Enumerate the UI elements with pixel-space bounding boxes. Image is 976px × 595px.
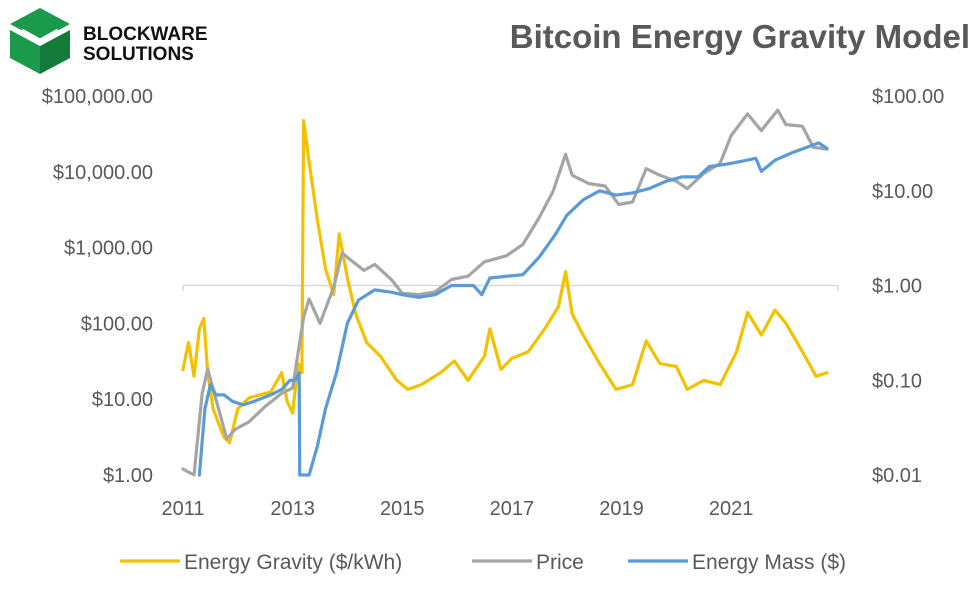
legend-label: Price bbox=[536, 551, 584, 574]
series-line-0 bbox=[181, 119, 829, 445]
left-tick-label: $100.00 bbox=[81, 313, 153, 335]
right-axis: $100.00 $10.00 $1.00 $0.10 $0.01 bbox=[872, 86, 944, 487]
left-tick-label: $1.00 bbox=[103, 465, 153, 487]
chart-title: Bitcoin Energy Gravity Model bbox=[510, 18, 970, 55]
left-tick-label: $1,000.00 bbox=[64, 238, 153, 260]
left-tick-label: $100,000.00 bbox=[42, 86, 153, 108]
logo-notch-icon bbox=[21, 28, 59, 42]
x-axis: 2011 2013 2015 2017 2019 2021 bbox=[161, 285, 839, 520]
legend-label: Energy Mass ($) bbox=[692, 551, 846, 574]
logo-right-icon bbox=[40, 30, 70, 74]
blockware-logo: BLOCKWARE SOLUTIONS bbox=[10, 8, 208, 74]
logo-mark-icon bbox=[10, 8, 70, 74]
x-tick-label: 2021 bbox=[709, 498, 754, 520]
right-tick-label: $10.00 bbox=[872, 181, 933, 203]
left-tick-label: $10.00 bbox=[92, 389, 153, 411]
series-line-2 bbox=[197, 141, 829, 477]
left-tick-label: $10,000.00 bbox=[53, 162, 153, 184]
x-tick-label: 2017 bbox=[490, 498, 535, 520]
right-tick-label: $0.10 bbox=[872, 370, 922, 392]
right-tick-label: $0.01 bbox=[872, 465, 922, 487]
logo-left-icon bbox=[10, 30, 40, 74]
left-axis: $100,000.00 $10,000.00 $1,000.00 $100.00 $10… bbox=[42, 86, 153, 487]
brand-name-line2: SOLUTIONS bbox=[83, 44, 194, 65]
series-layer bbox=[181, 108, 829, 477]
right-tick-label: $1.00 bbox=[872, 276, 922, 298]
plot-area: $100,000.00$10,000.00$1,000.00$100.00$10… bbox=[42, 86, 945, 520]
x-tick-label: 2013 bbox=[270, 498, 315, 520]
x-tick-label: 2019 bbox=[599, 498, 644, 520]
legend: Energy Gravity ($/kWh) Price Energy Mass (… bbox=[120, 551, 846, 574]
x-tick-label: 2011 bbox=[161, 498, 204, 520]
legend-label: Energy Gravity ($/kWh) bbox=[184, 551, 402, 574]
x-tick-label: 2015 bbox=[380, 498, 425, 520]
brand-name-line1: BLOCKWARE bbox=[83, 24, 208, 45]
right-tick-label: $100.00 bbox=[872, 86, 944, 108]
